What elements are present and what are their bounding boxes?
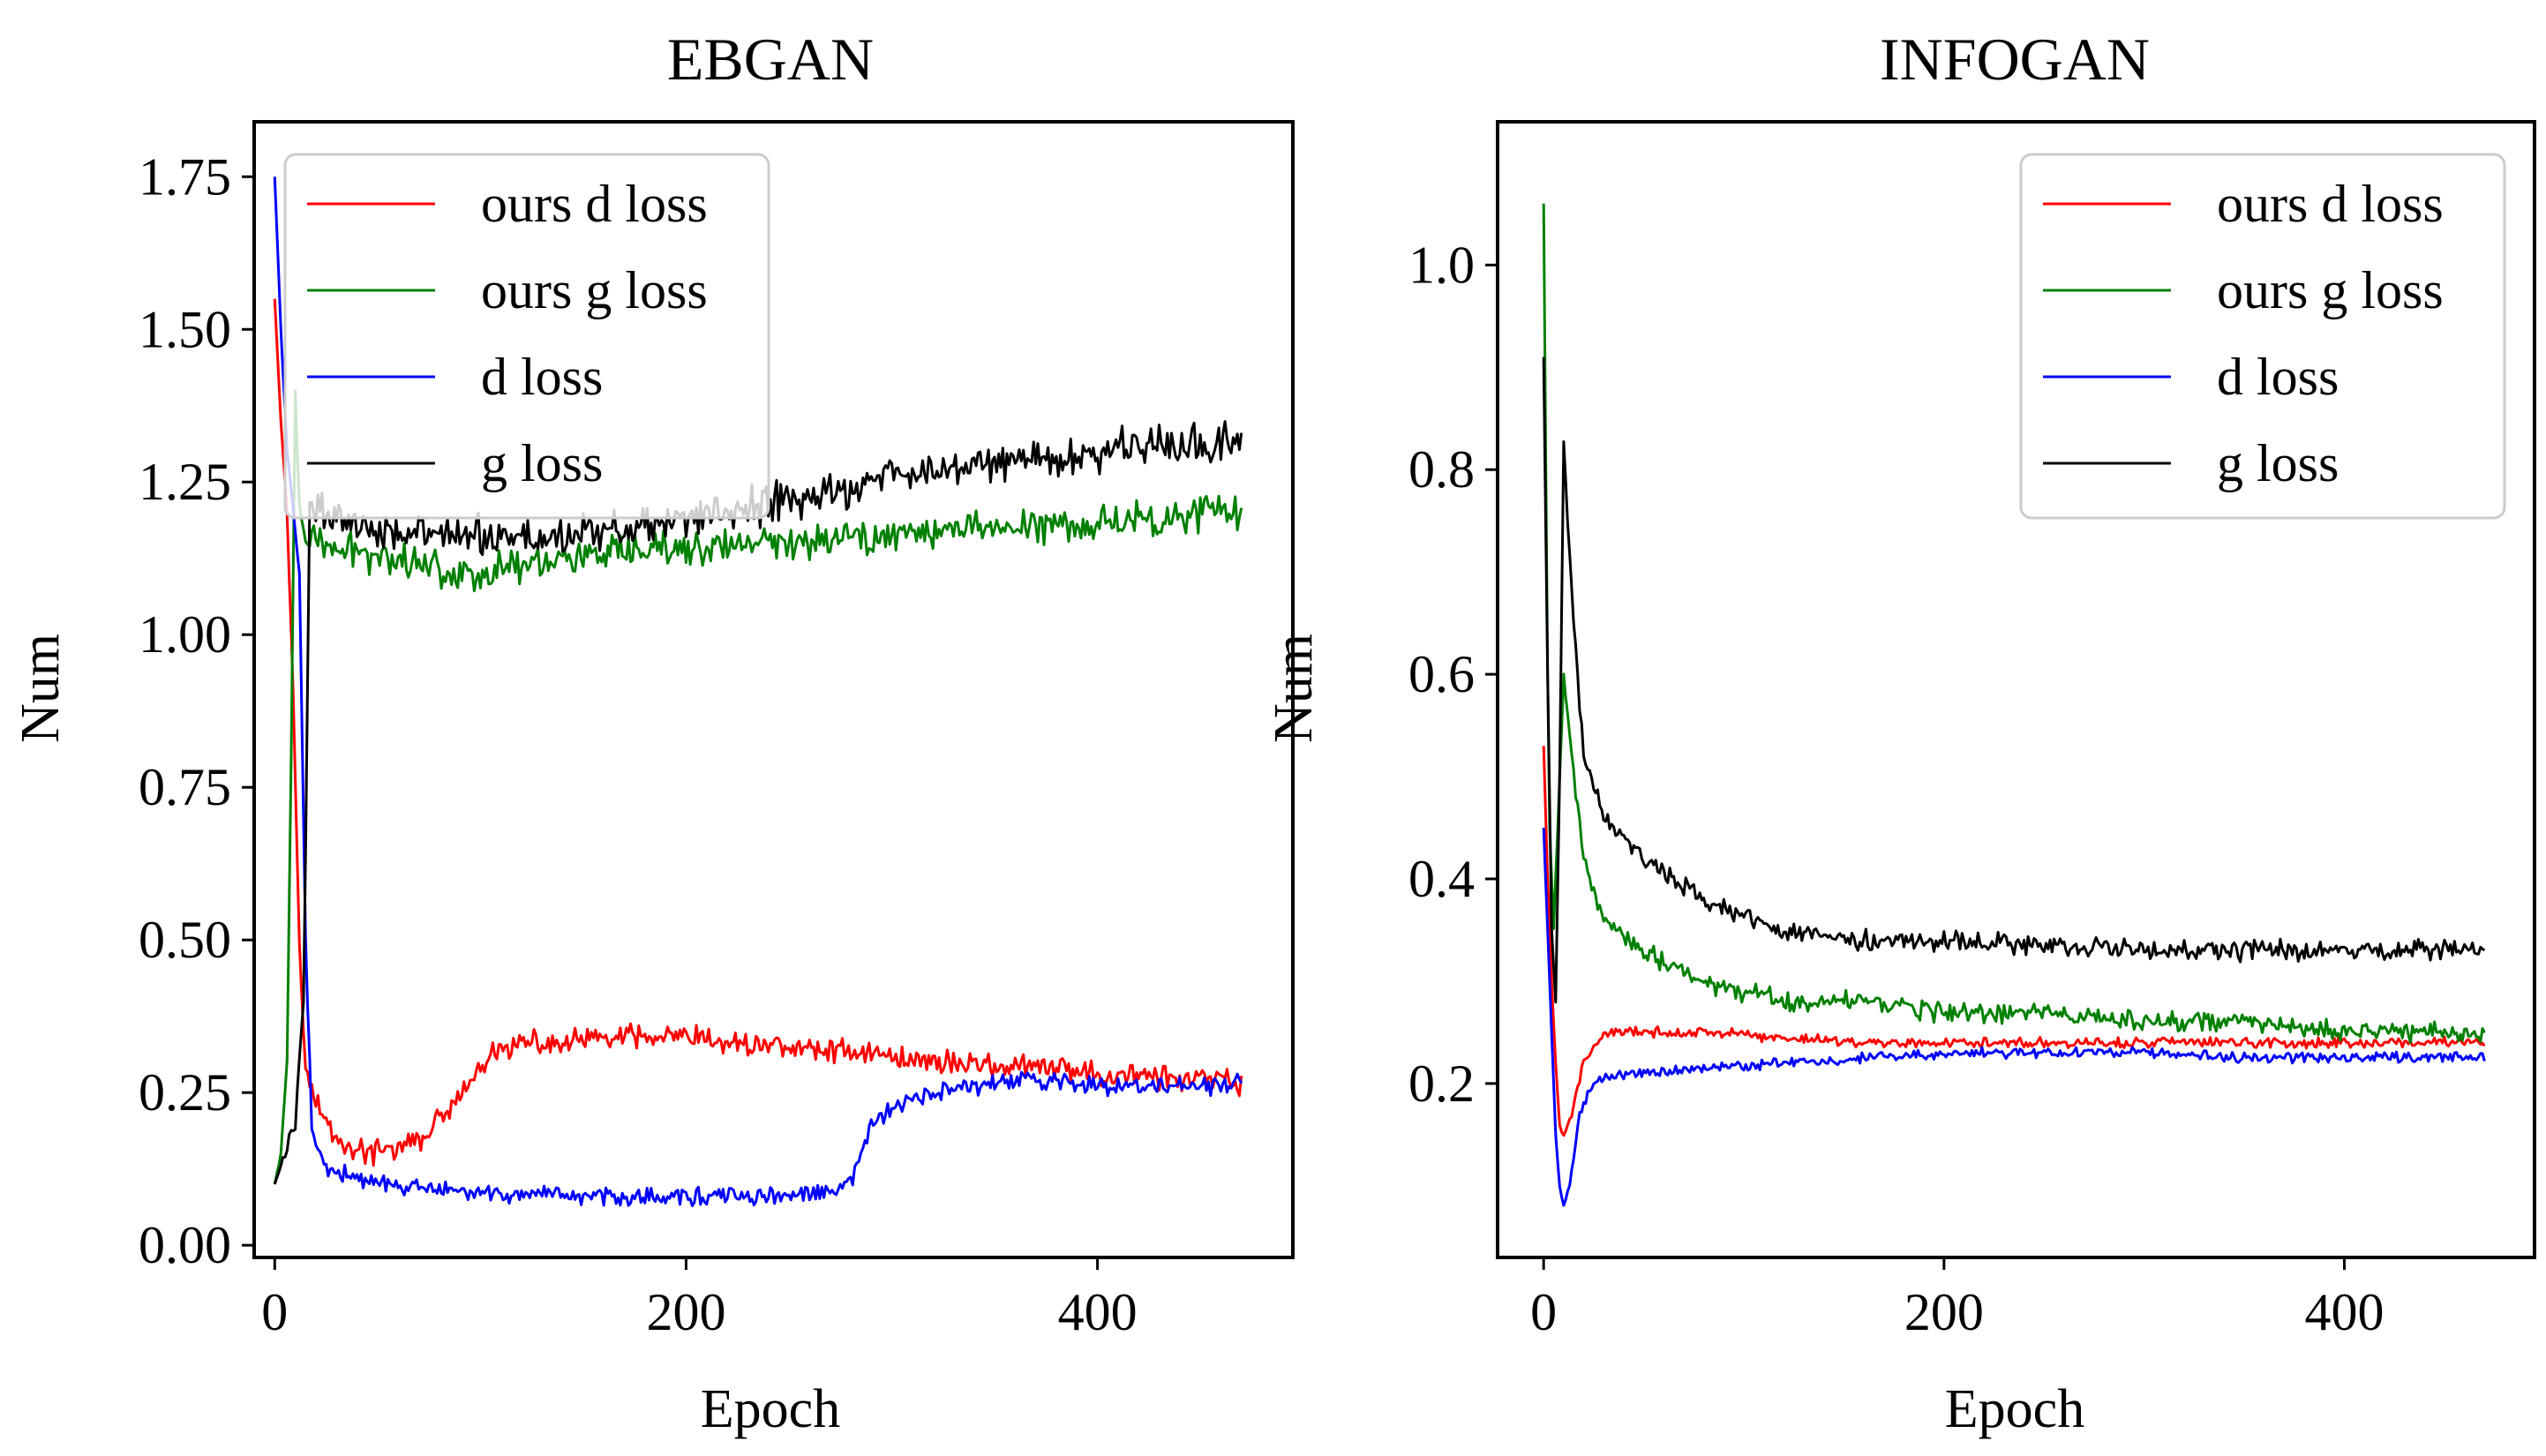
y-tick-label: 1.0 <box>1408 236 1475 294</box>
y-tick-label: 0.50 <box>139 911 231 969</box>
x-tick-label: 0 <box>261 1283 288 1341</box>
series-line-g-loss <box>1542 356 2486 1004</box>
y-axis-label: Num <box>1264 634 1324 743</box>
x-tick-label: 0 <box>1530 1283 1557 1341</box>
legend-label: ours g loss <box>481 261 708 319</box>
y-tick-label: 0.8 <box>1408 440 1475 499</box>
y-tick-label: 1.25 <box>139 453 231 511</box>
legend-label: g loss <box>481 434 603 492</box>
series-line-g-loss <box>273 420 1243 1185</box>
y-tick-label: 1.75 <box>139 147 231 206</box>
series-line-d-loss <box>273 176 1243 1207</box>
y-tick-label: 0.4 <box>1408 850 1475 908</box>
series-line-ours-d-loss <box>1542 746 2486 1137</box>
y-tick-label: 1.00 <box>139 605 231 664</box>
chart-ebgan: EBGAN 0 200 400 0.00 0.25 0.50 0.75 1.00 1.25 1.5… <box>11 26 1295 1439</box>
y-tick-label: 0.00 <box>139 1216 231 1274</box>
y-tick-label: 0.2 <box>1408 1054 1475 1113</box>
legend-box <box>2019 153 2506 520</box>
y-axis-label: Num <box>11 634 71 743</box>
legend-label: ours d loss <box>2217 175 2444 233</box>
x-axis-label: Epoch <box>701 1379 840 1439</box>
x-tick-label: 200 <box>1904 1283 1984 1341</box>
series-line-ours-g-loss <box>273 389 1243 1185</box>
legend-label: d loss <box>2217 348 2339 406</box>
y-tick-label: 0.75 <box>139 758 231 816</box>
series-line-d-loss <box>1542 827 2486 1207</box>
legend: ours d loss ours g loss d loss g loss <box>283 153 770 520</box>
axes-frame <box>1496 120 2536 1259</box>
chart-infogan: INFOGAN 0 200 400 0.2 0.4 0.6 0.8 1.0 ours d los… <box>1264 26 2536 1439</box>
series-line-ours-g-loss <box>1542 203 2486 1044</box>
y-tick-label: 0.6 <box>1408 645 1475 703</box>
axes-frame <box>252 120 1295 1259</box>
x-tick-label: 400 <box>1058 1283 1138 1341</box>
legend-label: g loss <box>2217 434 2339 492</box>
x-tick-label: 400 <box>2305 1283 2385 1341</box>
legend-label: ours d loss <box>481 175 708 233</box>
plot-area: 0 200 400 0.00 0.25 0.50 0.75 1.00 1.25 1.50 1.75 o… <box>139 120 1295 1341</box>
x-tick-label: 200 <box>646 1283 725 1341</box>
series-line-ours-d-loss <box>273 298 1243 1167</box>
x-axis-label: Epoch <box>1945 1379 2084 1439</box>
chart-title: EBGAN <box>667 26 874 93</box>
legend-box <box>283 153 770 520</box>
y-tick-label: 1.50 <box>139 300 231 358</box>
plot-area: 0 200 400 0.2 0.4 0.6 0.8 1.0 ours d loss ours g … <box>1408 120 2536 1341</box>
legend-label: d loss <box>481 348 603 406</box>
y-tick-label: 0.25 <box>139 1063 231 1122</box>
legend: ours d loss ours g loss d loss g loss <box>2019 153 2506 520</box>
chart-title: INFOGAN <box>1880 26 2150 93</box>
legend-label: ours g loss <box>2217 261 2444 319</box>
